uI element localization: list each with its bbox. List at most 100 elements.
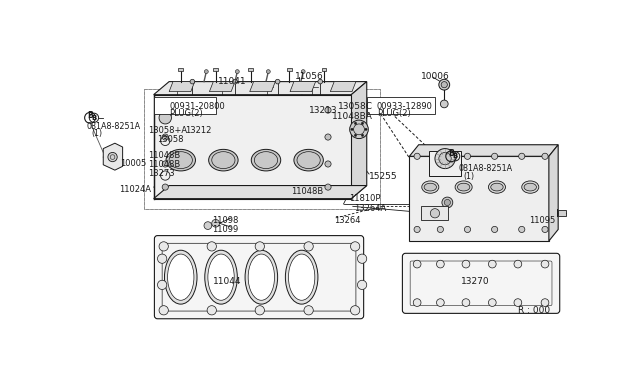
Bar bbox=[143, 89, 380, 209]
Ellipse shape bbox=[491, 183, 503, 191]
Text: 13273: 13273 bbox=[148, 169, 175, 179]
Circle shape bbox=[190, 79, 195, 84]
Circle shape bbox=[207, 242, 216, 251]
Circle shape bbox=[435, 148, 455, 169]
Text: 11048BA: 11048BA bbox=[332, 112, 372, 121]
Polygon shape bbox=[154, 95, 351, 199]
Circle shape bbox=[204, 222, 212, 230]
Text: 11095: 11095 bbox=[529, 216, 556, 225]
Circle shape bbox=[162, 161, 168, 167]
Circle shape bbox=[255, 242, 264, 251]
Circle shape bbox=[413, 260, 421, 268]
Circle shape bbox=[518, 153, 525, 159]
Circle shape bbox=[514, 260, 522, 268]
Circle shape bbox=[204, 70, 208, 74]
Circle shape bbox=[157, 254, 167, 263]
Text: 11048B: 11048B bbox=[148, 151, 180, 160]
Text: B: B bbox=[92, 115, 97, 121]
Circle shape bbox=[441, 81, 447, 88]
Circle shape bbox=[465, 226, 470, 232]
Ellipse shape bbox=[285, 250, 318, 304]
Ellipse shape bbox=[458, 183, 470, 191]
Circle shape bbox=[358, 254, 367, 263]
Bar bbox=[421, 206, 448, 220]
Text: B: B bbox=[87, 111, 93, 120]
Circle shape bbox=[492, 153, 498, 159]
Circle shape bbox=[436, 260, 444, 268]
Text: 11048B: 11048B bbox=[148, 160, 180, 169]
Text: 11048B: 11048B bbox=[291, 187, 323, 196]
Text: 13058: 13058 bbox=[157, 135, 184, 144]
Circle shape bbox=[437, 153, 444, 159]
Text: 13213: 13213 bbox=[309, 106, 338, 115]
Text: (1): (1) bbox=[92, 129, 103, 138]
Circle shape bbox=[465, 153, 470, 159]
Circle shape bbox=[159, 306, 168, 315]
Circle shape bbox=[488, 299, 496, 307]
Polygon shape bbox=[209, 81, 235, 92]
Circle shape bbox=[488, 260, 496, 268]
Text: 13058C: 13058C bbox=[338, 102, 373, 111]
Circle shape bbox=[541, 299, 549, 307]
FancyBboxPatch shape bbox=[403, 253, 560, 313]
Text: 11810P: 11810P bbox=[349, 194, 380, 203]
Ellipse shape bbox=[422, 181, 439, 193]
Ellipse shape bbox=[168, 254, 194, 300]
Text: PLUG(2): PLUG(2) bbox=[377, 109, 411, 118]
Circle shape bbox=[325, 107, 331, 113]
Circle shape bbox=[157, 280, 167, 289]
Circle shape bbox=[542, 226, 548, 232]
Bar bbox=[213, 68, 218, 71]
Circle shape bbox=[355, 134, 356, 137]
Text: 13264A: 13264A bbox=[355, 204, 387, 213]
Polygon shape bbox=[169, 81, 195, 92]
Text: 00933-12890: 00933-12890 bbox=[377, 102, 433, 110]
Circle shape bbox=[462, 260, 470, 268]
Circle shape bbox=[304, 306, 313, 315]
Circle shape bbox=[439, 153, 451, 165]
Ellipse shape bbox=[252, 150, 281, 171]
Circle shape bbox=[542, 153, 548, 159]
Text: 13270: 13270 bbox=[461, 277, 490, 286]
Polygon shape bbox=[330, 81, 356, 92]
Ellipse shape bbox=[245, 250, 278, 304]
Polygon shape bbox=[154, 186, 367, 199]
Circle shape bbox=[541, 260, 549, 268]
Bar bbox=[367, 97, 435, 114]
Ellipse shape bbox=[166, 150, 195, 171]
Ellipse shape bbox=[205, 250, 237, 304]
Circle shape bbox=[430, 209, 440, 218]
Circle shape bbox=[437, 226, 444, 232]
Circle shape bbox=[362, 134, 364, 137]
Circle shape bbox=[233, 79, 237, 84]
Polygon shape bbox=[154, 81, 367, 95]
Text: 11056: 11056 bbox=[294, 73, 323, 81]
Text: 13212: 13212 bbox=[184, 126, 211, 135]
Circle shape bbox=[365, 128, 367, 131]
Ellipse shape bbox=[455, 181, 472, 193]
Text: 15255: 15255 bbox=[369, 172, 397, 181]
Text: 081A8-8251A: 081A8-8251A bbox=[458, 164, 513, 173]
Circle shape bbox=[304, 242, 313, 251]
Circle shape bbox=[162, 107, 168, 113]
Ellipse shape bbox=[294, 150, 323, 171]
Polygon shape bbox=[549, 145, 558, 241]
Circle shape bbox=[436, 299, 444, 307]
Circle shape bbox=[362, 122, 364, 125]
Polygon shape bbox=[410, 145, 558, 156]
Text: 13264: 13264 bbox=[334, 216, 361, 225]
Text: 10005: 10005 bbox=[120, 158, 147, 168]
Circle shape bbox=[236, 70, 239, 74]
Circle shape bbox=[349, 120, 368, 139]
Circle shape bbox=[162, 184, 168, 190]
Circle shape bbox=[207, 306, 216, 315]
Text: 10006: 10006 bbox=[421, 73, 450, 81]
Text: B: B bbox=[452, 153, 458, 159]
FancyBboxPatch shape bbox=[154, 235, 364, 319]
Circle shape bbox=[355, 122, 356, 125]
Circle shape bbox=[358, 280, 367, 289]
Text: 11041: 11041 bbox=[218, 77, 246, 86]
Polygon shape bbox=[351, 81, 367, 199]
Ellipse shape bbox=[208, 254, 234, 300]
Bar bbox=[179, 68, 183, 71]
